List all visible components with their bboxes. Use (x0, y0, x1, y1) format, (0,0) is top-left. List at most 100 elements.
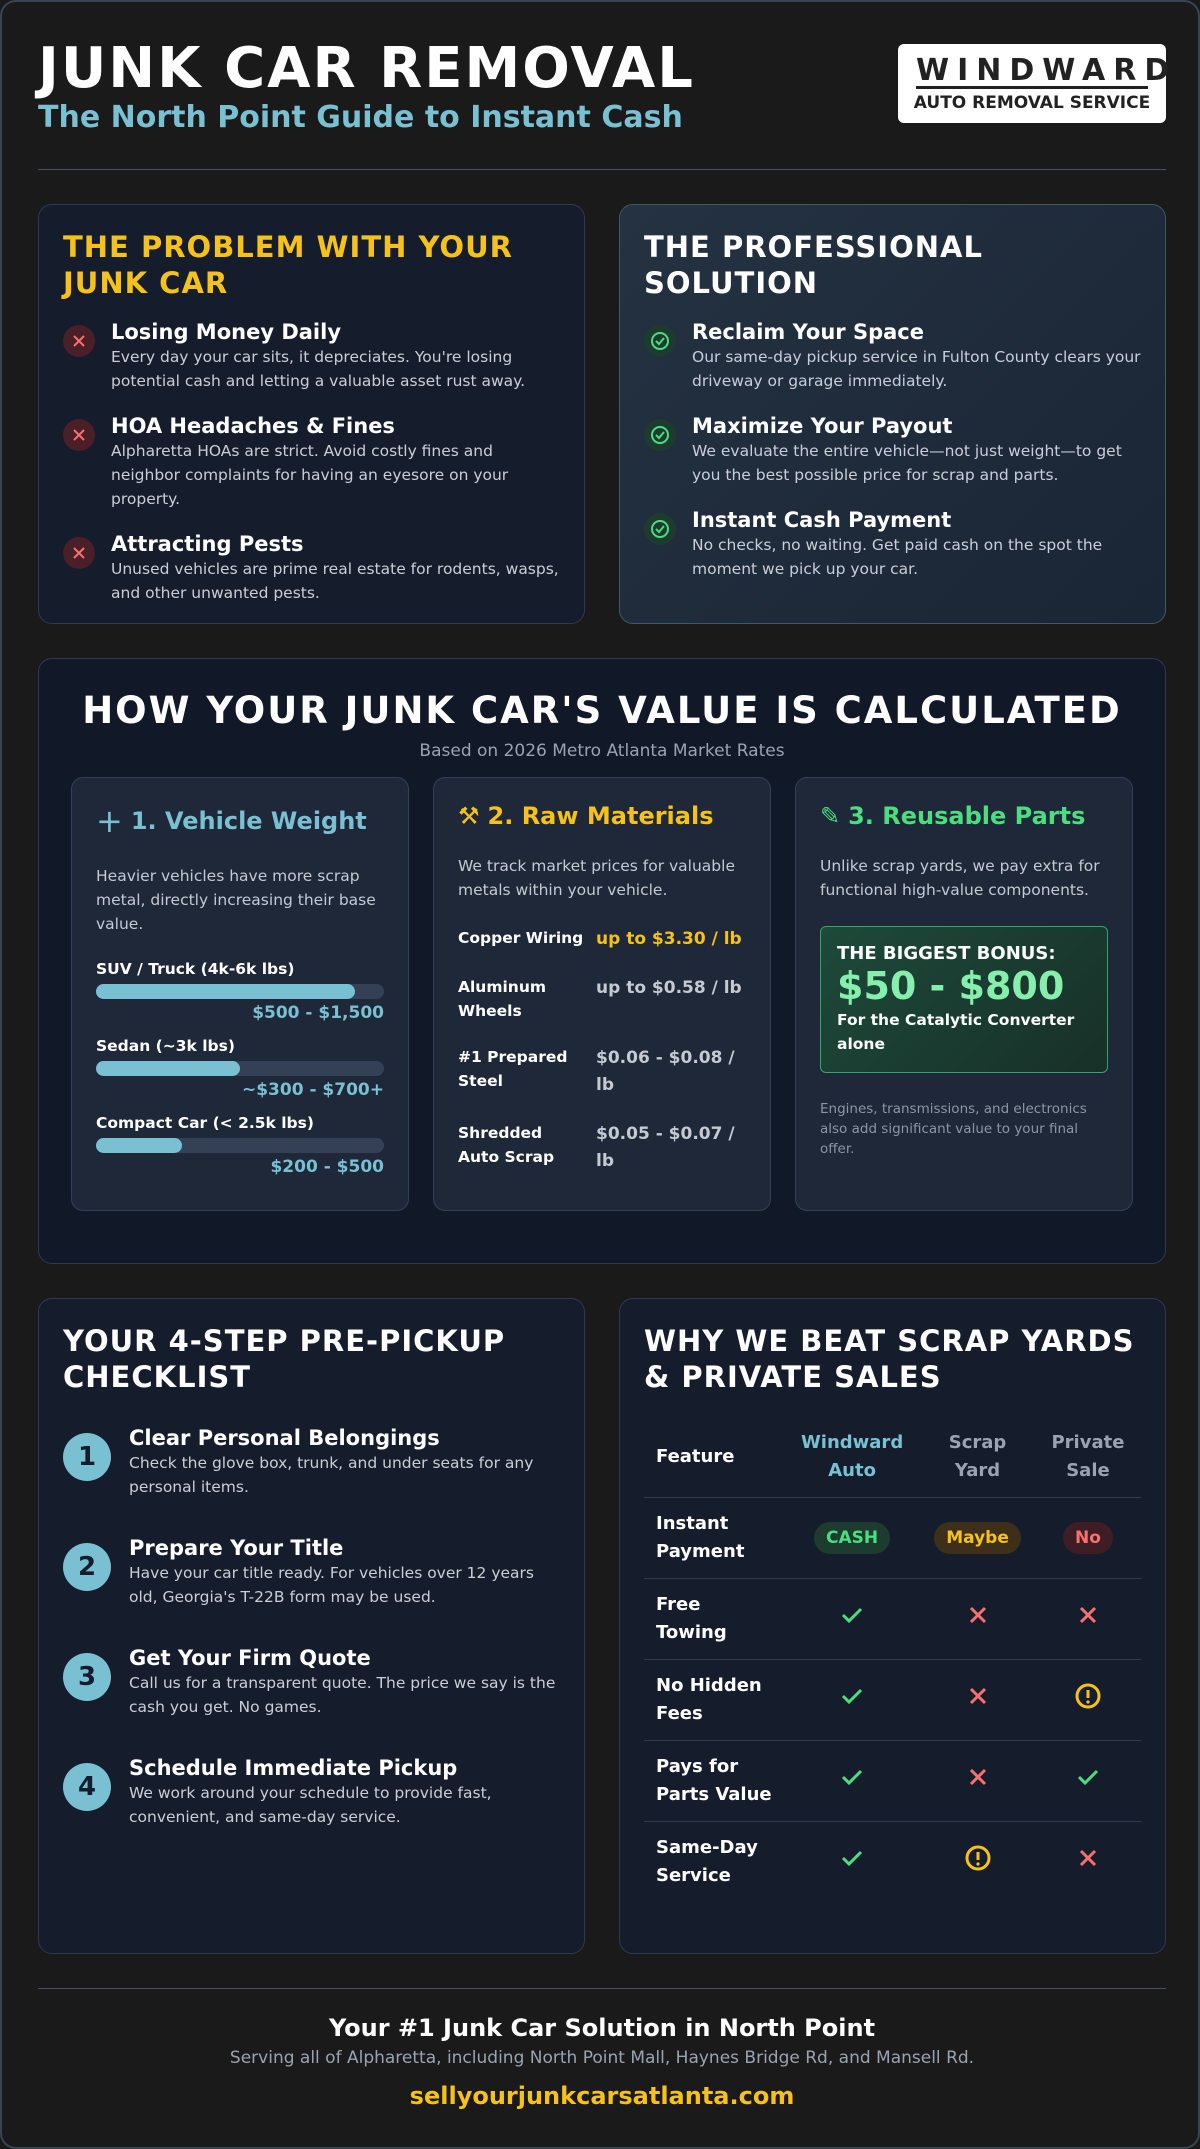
cell (920, 1822, 1035, 1903)
footer-text: Serving all of Alpharetta, including Nor… (229, 2048, 975, 2068)
material: Aluminum Wheels up to $0.58 / lb (458, 975, 746, 1023)
step-number: 3 (63, 1653, 111, 1701)
feature: No Hidden Fees (644, 1659, 784, 1741)
material-name: Aluminum Wheels (458, 978, 547, 1020)
icon (644, 419, 676, 451)
steps: 1 Clear Personal Belongings Check the glov… (63, 1425, 560, 1829)
tier-fill (96, 1138, 183, 1153)
solution-list: Reclaim Your Space Our same-day pickup se… (644, 319, 1141, 581)
problem-list: Losing Money Daily Every day your car sit… (63, 319, 560, 605)
warning-icon (965, 1845, 991, 1870)
tier-price: $200 - $500 (270, 1157, 384, 1177)
card-title: YOUR 4-STEP PRE-PICKUP CHECKLIST (63, 1324, 506, 1394)
material: #1 Prepared Steel $0.06 - $0.08 / lb (458, 1045, 746, 1099)
materials-card: ⚒ 2. Raw Materials We track market prices… (433, 777, 771, 1211)
icon (63, 537, 95, 569)
row: Same-Day Service (644, 1822, 1141, 1903)
material: Shredded Auto Scrap $0.05 - $0.07 / lb (458, 1121, 746, 1175)
logo-tagline: AUTO REMOVAL SERVICE (913, 93, 1151, 113)
bonus-box: THE BIGGEST BONUS: $50 - $800 For the Ca… (820, 926, 1108, 1073)
check-icon (842, 1769, 863, 1785)
footnote: Engines, transmissions, and electronics … (820, 1101, 1087, 1157)
col-header: Private Sale (1034, 1417, 1141, 1498)
cell (920, 1740, 1035, 1822)
step-text: Check the glove box, trunk, and under se… (129, 1454, 534, 1496)
weight-card: +1. Vehicle Weight Heavier vehicles have… (71, 777, 409, 1211)
cell (784, 1822, 920, 1903)
tier-label: Compact Car (< 2.5k lbs) (96, 1114, 314, 1132)
item-title: Maximize Your Payout (692, 414, 953, 438)
step-number: 1 (63, 1433, 111, 1481)
step: 2 Prepare Your Title Have your car title r… (63, 1535, 560, 1609)
card-title: THE PROFESSIONAL SOLUTION (644, 230, 983, 300)
badge: CASH (814, 1522, 891, 1554)
cross-icon (969, 1606, 986, 1623)
tier-bar (96, 1061, 384, 1076)
row: No Hidden Fees (644, 1659, 1141, 1741)
step-title: Schedule Immediate Pickup (129, 1756, 458, 1780)
tier-fill (96, 984, 356, 999)
cell (1034, 1740, 1141, 1822)
item-text: We evaluate the entire vehicle—not just … (692, 442, 1122, 484)
icon (644, 513, 676, 545)
item-body: Instant Cash Payment No checks, no waitin… (692, 507, 1141, 581)
item-text: Our same-day pickup service in Fulton Co… (692, 348, 1141, 390)
cell (920, 1578, 1035, 1660)
cell (784, 1740, 921, 1822)
cross-icon (969, 1687, 986, 1704)
solution-card: THE PROFESSIONAL SOLUTION Reclaim Your S… (619, 204, 1166, 624)
comparison-card: WHY WE BEAT SCRAP YARDS & PRIVATE SALES … (619, 1298, 1166, 1954)
material-price: up to $0.58 / lb (596, 978, 742, 998)
factor-text: Heavier vehicles have more scrap metal, … (96, 867, 376, 933)
warning-icon (1075, 1683, 1101, 1708)
item-text: Alpharetta HOAs are strict. Avoid costly… (111, 442, 509, 508)
tier-price: ~$300 - $700+ (241, 1080, 384, 1100)
step: 1 Clear Personal Belongings Check the glov… (63, 1425, 560, 1499)
cell (920, 1659, 1035, 1741)
item: Attracting Pests Unused vehicles are prim… (63, 531, 560, 605)
checklist-card: YOUR 4-STEP PRE-PICKUP CHECKLIST 1 Clear … (38, 1298, 585, 1954)
step-text: Have your car title ready. For vehicles … (129, 1564, 534, 1606)
material-price: $0.06 - $0.08 / lb (596, 1048, 735, 1095)
feature: Instant Payment (644, 1497, 784, 1579)
item-title: Reclaim Your Space (692, 320, 924, 344)
step: 4 Schedule Immediate Pickup We work around… (63, 1755, 560, 1829)
step-body: Schedule Immediate Pickup We work around … (129, 1755, 560, 1829)
material-price: $0.05 - $0.07 / lb (596, 1124, 735, 1171)
feature: Free Towing (644, 1578, 784, 1660)
step-text: Call us for a transparent quote. The pri… (129, 1674, 556, 1716)
cross-icon (969, 1768, 986, 1785)
cross-icon (1079, 1606, 1097, 1623)
logo: WINDWARD AUTO REMOVAL SERVICE (898, 44, 1169, 123)
cell (784, 1659, 921, 1741)
icon (63, 419, 95, 451)
row: Free Towing (644, 1578, 1141, 1660)
header-row: Feature Windward Auto Scrap Yard Private… (644, 1417, 1141, 1498)
item-body: Maximize Your Payout We evaluate the enti… (692, 413, 1141, 487)
feature: Same-Day Service (656, 1837, 758, 1886)
icon (63, 325, 95, 357)
footer-url[interactable]: sellyourjunkcarsatlanta.com (409, 2082, 795, 2110)
col-header: Scrap Yard (920, 1417, 1035, 1498)
card-title: THE PROBLEM WITH YOUR JUNK CAR (63, 230, 513, 300)
item-body: Losing Money Daily Every day your car sit… (111, 319, 560, 393)
step-body: Prepare Your Title Have your car title re… (129, 1535, 560, 1609)
row: Pays for Parts Value (644, 1740, 1141, 1822)
materials-list: Copper Wiring up to $3.30 / lb Aluminum Wh… (458, 926, 746, 1175)
cell (1035, 1822, 1141, 1903)
check-icon (842, 1688, 863, 1704)
bonus-label: THE BIGGEST BONUS: (837, 943, 1056, 964)
title: JUNK CAR REMOVAL (38, 36, 695, 101)
step-text: We work around your schedule to provide … (129, 1784, 492, 1826)
tier-bar (96, 1138, 384, 1153)
problem-card: THE PROBLEM WITH YOUR JUNK CAR Losing Mo… (38, 204, 585, 624)
item-text: Every day your car sits, it depreciates.… (111, 348, 526, 390)
item: Losing Money Daily Every day your car sit… (63, 319, 560, 393)
section-title: HOW YOUR JUNK CAR'S VALUE IS CALCULATED (82, 689, 1122, 732)
step-title: Prepare Your Title (129, 1536, 344, 1560)
factor-text: Unlike scrap yards, we pay extra for fun… (820, 857, 1100, 899)
subtitle: The North Point Guide to Instant Cash (38, 100, 683, 135)
cross-icon (1079, 1849, 1097, 1866)
section-subtitle: Based on 2026 Metro Atlanta Market Rates (419, 741, 785, 761)
